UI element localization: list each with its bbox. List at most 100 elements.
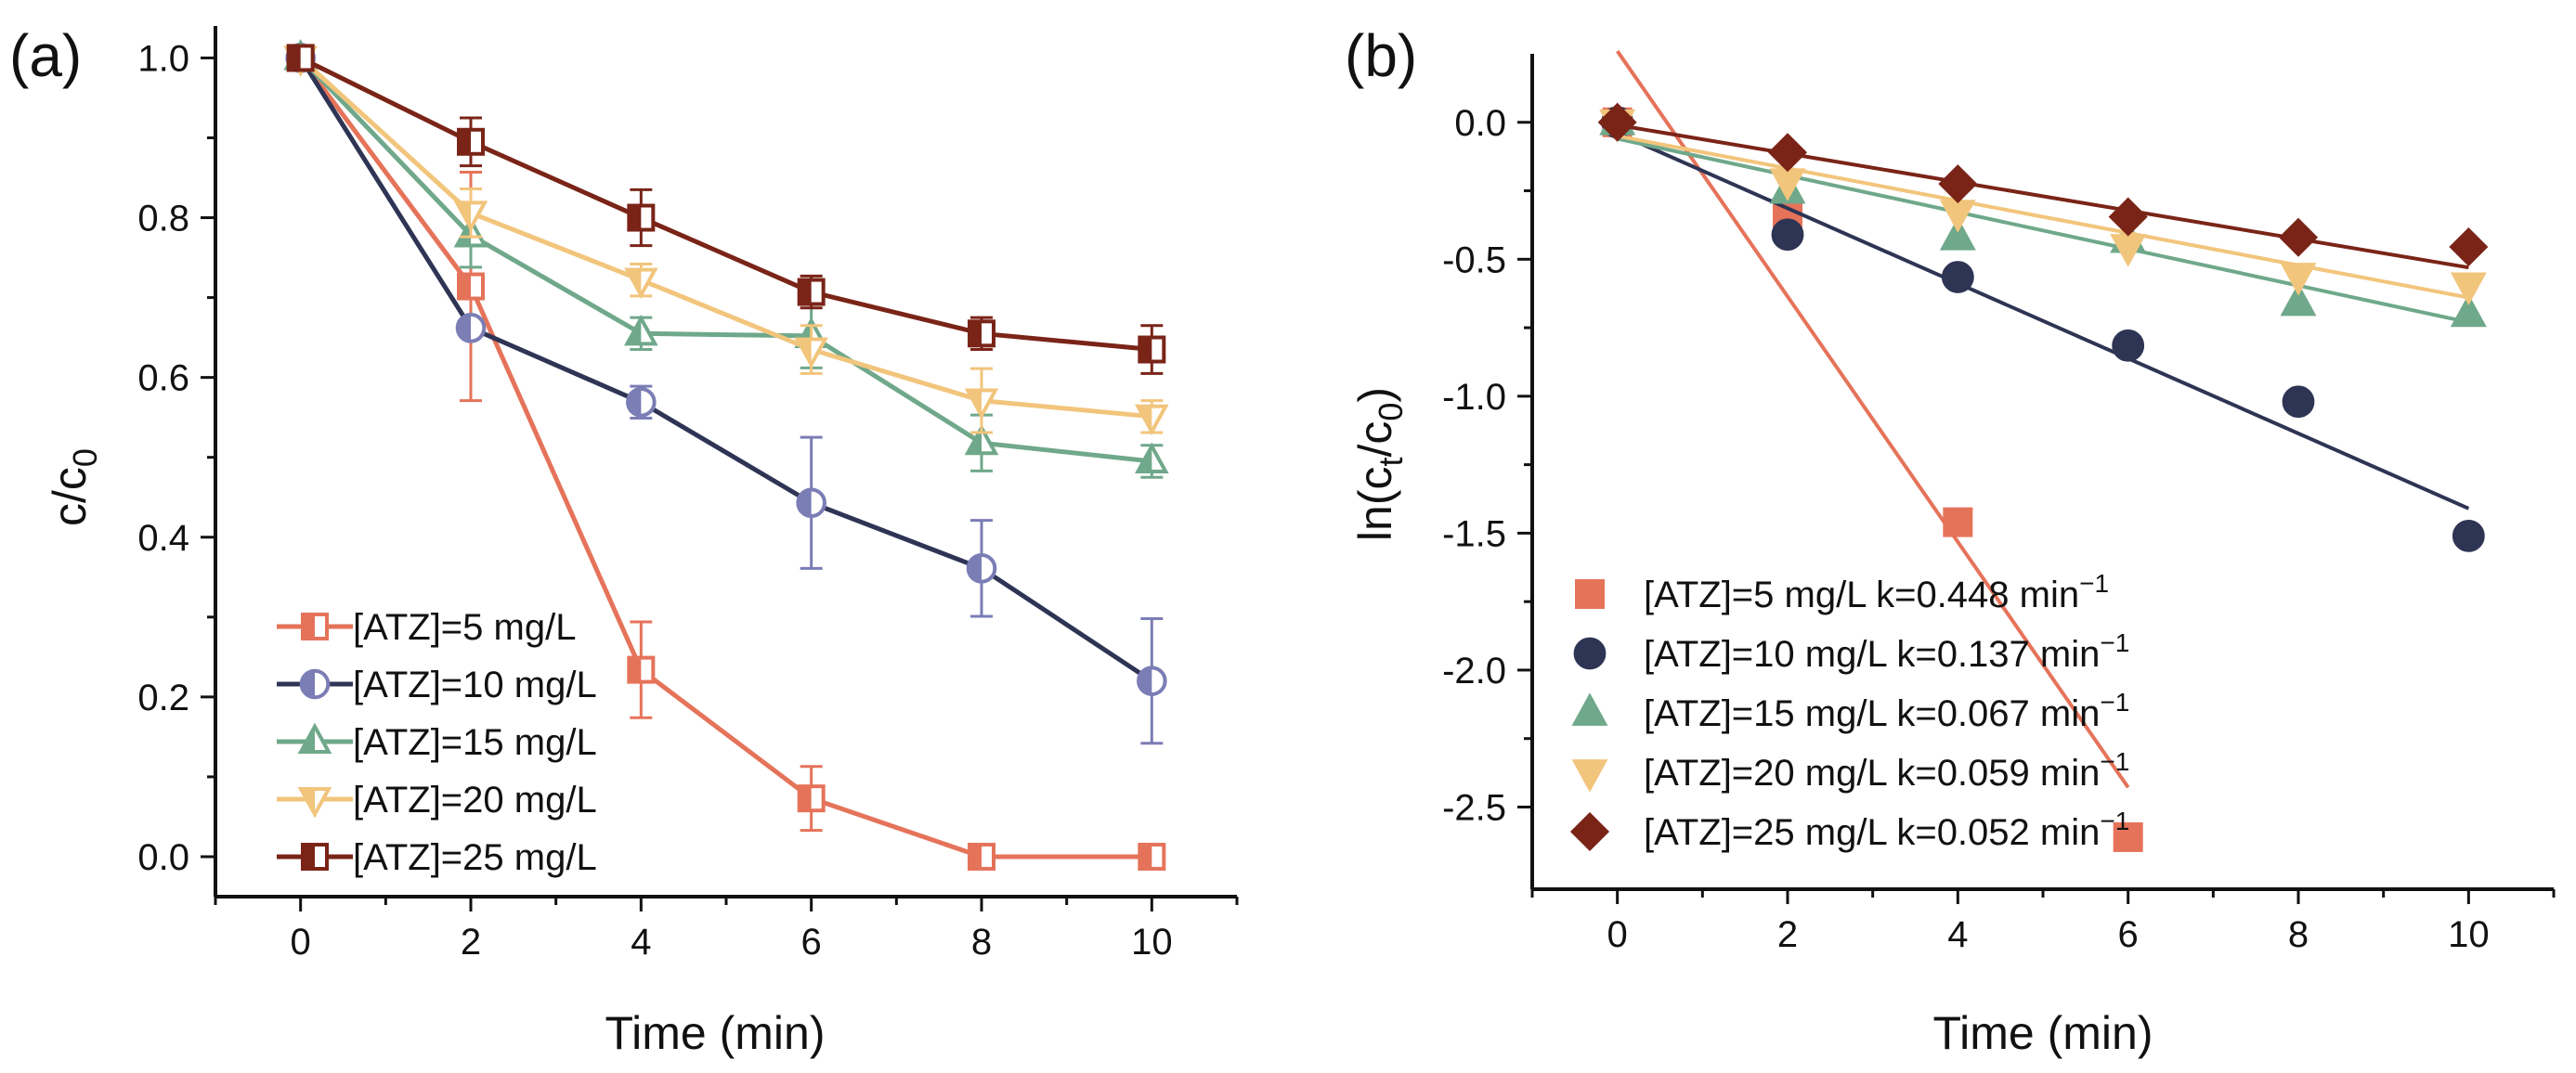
panel-a-data-point-fill: [459, 274, 471, 299]
panel-b-fit-line: [1617, 136, 2469, 325]
panel-b-chart: (b) Time (min) ln(ct/c0) 0 2 4 6 8 10 0.0 -0.5 -…: [1345, 22, 2556, 1059]
panel-a-y-tick-label: 1.0: [137, 38, 189, 79]
panel-b-data-point: [1767, 133, 1808, 173]
panel-a-legend-label: [ATZ]=25 mg/L: [353, 837, 597, 878]
panel-a-y-tick-label: 0.8: [137, 199, 189, 239]
panel-a-x-axis-title: Time (min): [605, 1007, 825, 1059]
panel-b-y-tick-label: -1.0: [1442, 377, 1506, 418]
panel-b-legend-marker: [1571, 759, 1608, 793]
panel-b-data-point: [1943, 507, 1973, 537]
panel-a-data-point-fill: [457, 314, 471, 342]
panel-a-data-point-fill: [627, 318, 642, 344]
panel-a-x-tick-label: 8: [971, 922, 992, 963]
panel-b-fit-line: [1616, 49, 2130, 789]
panel-a-data-point-fill: [628, 389, 642, 416]
panel-a-data-point-fill: [968, 427, 982, 454]
panel-b-series-5: [1597, 102, 2489, 270]
panel-a-data-point-fill: [1138, 446, 1152, 472]
panel-a-series-line: [298, 57, 1153, 683]
panel-b-x-axis-title: Time (min): [1932, 1007, 2153, 1059]
panel-a-legend: [ATZ]=5 mg/L [ATZ]=10 mg/L [ATZ]=15 mg/L [A…: [277, 607, 597, 878]
panel-b-data-point: [2280, 282, 2317, 317]
panel-b-data-point: [1939, 217, 1976, 251]
panel-b-fit-line: [1616, 131, 2470, 511]
panel-a-data-point-fill: [457, 220, 471, 246]
panel-a-data-point-fill: [1138, 406, 1152, 433]
panel-b-data-point: [1941, 261, 1974, 293]
panel-a-chart: (a) Time (min) c/c0 0 2 4 6 8 10 0.0 0.2 0.4 0.6 0…: [9, 22, 1239, 1059]
panel-a-x-tick-label: 10: [1131, 922, 1173, 963]
panel-a-series-3: [283, 39, 1169, 479]
panel-a-data-point-fill: [1139, 337, 1152, 362]
panel-a-legend-marker-fill: [303, 845, 315, 869]
panel-b-y-tick-label: -0.5: [1442, 239, 1506, 280]
panel-a-label: (a): [9, 22, 82, 89]
panel-a-data-point-fill: [968, 555, 982, 582]
panel-b-legend-marker: [1573, 637, 1607, 670]
panel-a-data-point-fill: [969, 321, 982, 346]
panel-b-data-point: [1938, 164, 1978, 204]
panel-b-legend-marker: [1569, 811, 1610, 852]
panel-a-x-tick-label: 2: [461, 922, 481, 963]
panel-b-x-tick-label: 8: [2288, 914, 2309, 955]
panel-b-x-tick-label: 6: [2118, 914, 2139, 955]
panel-a-y-tick-label: 0.2: [137, 678, 189, 718]
panel-a-legend-marker-fill: [301, 788, 315, 815]
panel-a-series-5: [286, 44, 1166, 375]
panel-b-legend-marker: [1571, 692, 1608, 726]
panel-a-x-tick-label: 0: [291, 922, 311, 963]
panel-a-data-point-fill: [288, 45, 301, 71]
panel-a-series-4: [283, 45, 1169, 436]
panel-b-y-tick-label: -2.5: [1442, 787, 1506, 828]
panel-a-legend-marker-fill: [301, 726, 315, 753]
panel-a-y-tick-label: 0.0: [137, 837, 189, 878]
panel-a-data-point-fill: [799, 786, 812, 811]
panel-a-series-line: [298, 56, 1152, 464]
panel-b-legend-label: [ATZ]=15 mg/L k=0.067 min−1: [1644, 688, 2129, 734]
panel-a-legend-marker-fill: [301, 670, 315, 698]
panel-a-data-point-fill: [457, 202, 471, 228]
panel-a-series-1: [286, 44, 1166, 871]
panel-a-series-line: [299, 56, 1152, 353]
panel-b-y-tick-label: -1.5: [1442, 513, 1506, 554]
panel-a-data-point-fill: [969, 844, 982, 869]
panel-a-series-line: [298, 56, 1152, 420]
panel-a-data-point-fill: [797, 339, 812, 365]
panel-b-data-point: [2450, 272, 2487, 306]
panel-b-legend-label: [ATZ]=20 mg/L k=0.059 min−1: [1644, 747, 2129, 794]
panel-b-data-point: [2113, 821, 2143, 852]
panel-b-label: (b): [1345, 22, 1417, 89]
panel-b-legend-marker: [1575, 579, 1605, 609]
panel-b-x-tick-label: 10: [2448, 914, 2490, 955]
panel-b-series-2: [1601, 106, 2485, 552]
panel-b-legend-label: [ATZ]=5 mg/L k=0.448 min−1: [1644, 569, 2109, 615]
panel-a-legend-marker-fill: [303, 614, 315, 639]
panel-b-data-point: [2282, 385, 2315, 419]
panel-a-series-line: [298, 56, 1152, 860]
panel-b-data-point: [2452, 519, 2485, 552]
panel-a-data-point-fill: [799, 279, 812, 304]
panel-b-legend: [ATZ]=5 mg/L k=0.448 min−1 [ATZ]=10 mg/L …: [1569, 569, 2129, 853]
panel-b-data-point: [2449, 227, 2489, 267]
panel-a-legend-label: [ATZ]=10 mg/L: [353, 665, 597, 705]
panel-a-legend-label: [ATZ]=15 mg/L: [353, 722, 597, 763]
panel-b-fit-line: [1617, 123, 2469, 270]
panel-a-data-point-fill: [629, 657, 642, 682]
panel-a-data-point-fill: [629, 205, 642, 230]
panel-a-x-tick-label: 6: [801, 922, 822, 963]
panel-b-series-4: [1599, 109, 2487, 306]
panel-b-y-tick-label: 0.0: [1454, 103, 1506, 144]
panel-b-y-tick-label: -2.0: [1442, 651, 1506, 692]
panel-b-x-tick-label: 0: [1607, 914, 1628, 955]
panel-a-y-tick-label: 0.4: [137, 518, 189, 559]
panel-b-x-tick-label: 2: [1777, 914, 1798, 955]
panel-b-data-point: [1771, 218, 1804, 252]
panel-a-data-point-fill: [1138, 667, 1152, 694]
panel-b-y-axis-title: ln(ct/c0): [1349, 387, 1410, 541]
panel-b-data-point: [2108, 197, 2148, 237]
panel-b-data-point: [2278, 217, 2319, 257]
panel-a-x-tick-label: 4: [631, 922, 651, 963]
panel-b-x-tick-label: 4: [1947, 914, 1968, 955]
panel-b-legend-label: [ATZ]=10 mg/L k=0.137 min−1: [1644, 628, 2129, 675]
panel-b-data-point: [2280, 263, 2317, 296]
